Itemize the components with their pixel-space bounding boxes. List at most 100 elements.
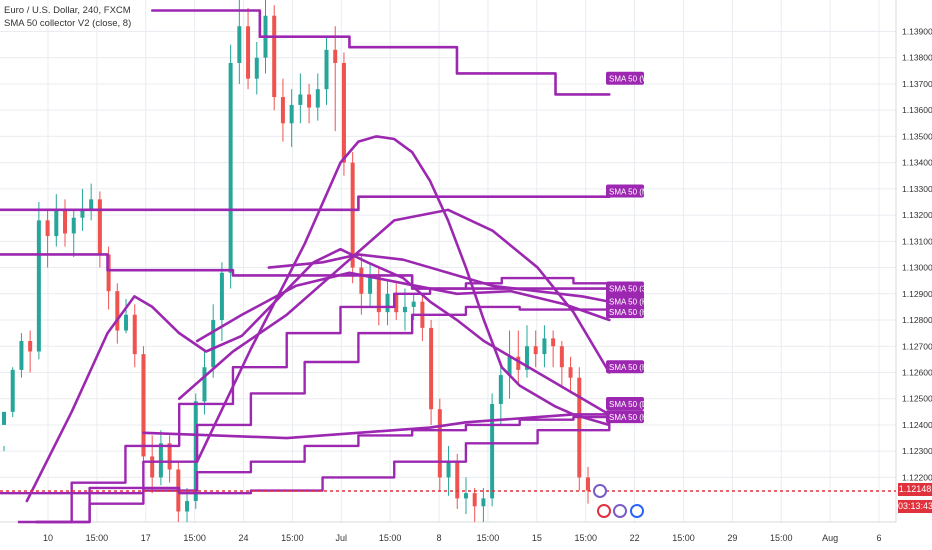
candle bbox=[524, 346, 529, 370]
sma-label-text: SMA 50 (H12) bbox=[609, 308, 660, 317]
x-tick-label: 15:00 bbox=[86, 533, 109, 543]
y-tick-label: 1.13200 bbox=[902, 210, 932, 220]
sma-label-box bbox=[606, 305, 644, 319]
candle bbox=[394, 293, 399, 313]
x-tick-label: 6 bbox=[876, 533, 881, 543]
candle bbox=[167, 443, 172, 470]
sma-line bbox=[177, 208, 611, 401]
indicator-label: SMA 50 collector V2 (close, 8) bbox=[4, 18, 132, 29]
y-tick-label: 1.12200 bbox=[902, 472, 932, 482]
candle bbox=[254, 57, 259, 79]
candle bbox=[307, 94, 312, 108]
x-tick-label: 15:00 bbox=[379, 533, 402, 543]
sma-label-text: SMA 50 (H6) bbox=[609, 363, 655, 372]
candle bbox=[359, 267, 364, 294]
x-tick-label: 15:00 bbox=[672, 533, 695, 543]
x-tick-label: 22 bbox=[630, 533, 640, 543]
x-tick-label: 15:00 bbox=[477, 533, 500, 543]
sma-label-box bbox=[606, 410, 644, 424]
candle bbox=[158, 443, 163, 478]
sma-line bbox=[142, 413, 611, 440]
candle bbox=[437, 409, 442, 478]
candle bbox=[219, 272, 224, 321]
candle bbox=[54, 209, 59, 237]
candle bbox=[315, 89, 320, 108]
y-tick-label: 1.12800 bbox=[902, 315, 932, 325]
y-tick-label: 1.13400 bbox=[902, 158, 932, 168]
event-flag-icon bbox=[593, 484, 607, 498]
candle bbox=[516, 356, 521, 370]
candle bbox=[246, 26, 251, 79]
x-tick-label: Aug bbox=[822, 533, 838, 543]
sma-label-text: SMA 50 (M) bbox=[609, 187, 652, 196]
y-tick-label: 1.13800 bbox=[902, 53, 932, 63]
candle bbox=[533, 346, 538, 355]
candle bbox=[211, 320, 216, 368]
candle bbox=[280, 97, 285, 124]
candle bbox=[481, 498, 486, 507]
y-tick-label: 1.13600 bbox=[902, 105, 932, 115]
candle bbox=[298, 94, 303, 105]
y-tick-label: 1.13000 bbox=[902, 263, 932, 273]
candle bbox=[2, 411, 6, 425]
candle bbox=[455, 461, 460, 499]
candle bbox=[429, 327, 434, 410]
candle bbox=[586, 477, 590, 491]
y-tick-label: 1.13700 bbox=[902, 79, 932, 89]
candle bbox=[97, 199, 102, 255]
y-tick-label: 1.13100 bbox=[902, 236, 932, 246]
candle bbox=[289, 104, 294, 124]
x-tick-label: Jul bbox=[336, 533, 348, 543]
candle bbox=[551, 338, 556, 347]
countdown-label: 03:13:43 bbox=[898, 500, 932, 513]
candle bbox=[272, 15, 277, 98]
candle bbox=[141, 354, 146, 457]
candle bbox=[490, 403, 495, 499]
sma-line bbox=[0, 195, 611, 212]
candle bbox=[36, 220, 41, 352]
candle bbox=[124, 314, 129, 331]
sma-label-box bbox=[606, 396, 644, 410]
event-flag-icon bbox=[630, 504, 644, 518]
candle bbox=[507, 356, 512, 376]
y-tick-label: 1.12900 bbox=[902, 289, 932, 299]
x-tick-label: 15:00 bbox=[574, 533, 597, 543]
x-tick-label: 15:00 bbox=[770, 533, 793, 543]
sma-step-line bbox=[0, 419, 611, 495]
x-tick-label: 8 bbox=[437, 533, 442, 543]
sma-label-text: SMA 50 (3D) bbox=[609, 285, 655, 294]
candle bbox=[45, 220, 50, 237]
sma-label-box bbox=[606, 294, 644, 308]
x-tick-label: 10 bbox=[43, 533, 53, 543]
candle bbox=[63, 209, 68, 234]
x-tick-label: 15 bbox=[532, 533, 542, 543]
candle bbox=[19, 341, 24, 370]
sma-label-box bbox=[606, 184, 644, 198]
current-price-label: 1.12148 bbox=[898, 483, 932, 496]
candle bbox=[568, 367, 573, 378]
candle bbox=[446, 461, 451, 478]
candle bbox=[28, 341, 33, 352]
candle bbox=[89, 199, 94, 210]
y-tick-label: 1.12500 bbox=[902, 394, 932, 404]
sma-label-box bbox=[606, 71, 644, 85]
candle bbox=[150, 456, 155, 478]
sma-label-text: SMA 50 (W) bbox=[609, 75, 652, 84]
candle bbox=[202, 367, 207, 402]
x-tick-label: 17 bbox=[141, 533, 151, 543]
y-tick-label: 1.12400 bbox=[902, 420, 932, 430]
candle bbox=[472, 493, 477, 507]
candle bbox=[333, 49, 338, 63]
candle bbox=[132, 314, 137, 355]
y-tick-label: 1.12300 bbox=[902, 446, 932, 456]
candle bbox=[71, 217, 76, 234]
candle bbox=[463, 493, 468, 499]
x-tick-label: 24 bbox=[239, 533, 249, 543]
candle bbox=[411, 301, 416, 307]
candle bbox=[115, 291, 120, 331]
sma-line bbox=[195, 135, 611, 463]
candle bbox=[559, 346, 564, 368]
sma-line bbox=[267, 253, 611, 303]
candle bbox=[542, 338, 547, 355]
